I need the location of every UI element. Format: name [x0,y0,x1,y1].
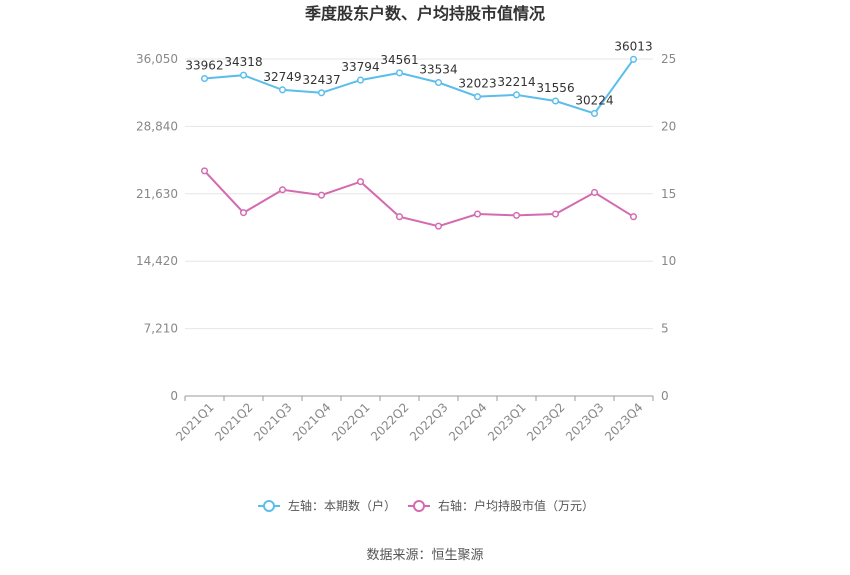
x-axis-tick-label: 2023Q1 [485,400,529,444]
data-label: 34318 [224,55,262,69]
data-label: 34561 [380,53,418,67]
data-point[interactable] [200,167,209,175]
data-point[interactable] [434,78,443,87]
data-point[interactable] [590,188,599,197]
data-label: 33962 [185,59,223,73]
legend-item[interactable]: 左轴：本期数（户） [258,498,396,513]
right-axis-tick-label: 0 [661,389,669,403]
x-axis-tick-label: 2022Q3 [407,400,451,444]
right-axis-tick-label: 25 [661,52,676,66]
legend-label: 左轴：本期数（户） [288,498,396,513]
left-axis-tick-label: 0 [170,389,178,403]
left-axis-tick-label: 28,840 [136,119,178,133]
data-point[interactable] [473,210,482,218]
data-source: 数据来源：恒生聚源 [366,548,483,563]
data-point[interactable] [278,86,287,94]
legend-swatch-marker [413,500,425,512]
data-point[interactable] [356,178,365,186]
data-point[interactable] [551,210,560,218]
data-point[interactable] [317,191,326,199]
chart-title: 季度股东户数、户均持股市值情况 [304,4,545,23]
x-axis-tick-label: 2023Q3 [563,400,607,444]
data-label: 33534 [419,63,457,77]
grid [185,58,653,330]
data-point[interactable] [512,91,521,99]
x-axis-tick-label: 2021Q2 [212,400,256,444]
data-point[interactable] [395,69,404,77]
data-point[interactable] [395,213,404,221]
data-label: 32214 [497,75,535,89]
data-label: 30224 [575,93,613,107]
right-axis-tick-label: 5 [661,322,669,336]
x-axis-tick-label: 2023Q4 [602,400,646,444]
x-axis-tick-label: 2021Q4 [290,400,334,444]
data-label: 31556 [536,81,574,95]
data-point[interactable] [629,55,638,63]
data-label: 36013 [614,39,652,53]
left-axis-tick-label: 21,630 [136,187,178,201]
right-axis-tick-label: 10 [661,254,676,268]
left-axis-tick-label: 14,420 [136,254,178,268]
data-point[interactable] [551,97,560,105]
data-point[interactable] [512,211,521,219]
x-axis-tick-label: 2022Q4 [446,400,490,444]
right-axis-tick-label: 20 [661,119,676,133]
right-axis-tick-label: 15 [661,187,676,201]
left-axis-tick-label: 36,050 [136,52,178,66]
data-point[interactable] [590,109,599,118]
data-point[interactable] [317,89,326,97]
x-axis-tick-label: 2023Q2 [524,400,568,444]
data-label: 33794 [341,60,379,74]
legend-label: 右轴：户均持股市值（万元） [438,498,594,513]
x-axis-tick-label: 2022Q2 [368,400,412,444]
left-axis-tick-label: 7,210 [144,322,178,336]
data-point[interactable] [629,213,638,221]
data-point[interactable] [356,76,365,84]
x-axis-tick-label: 2021Q1 [173,400,217,444]
data-point[interactable] [200,74,209,83]
data-point[interactable] [434,222,443,230]
data-point[interactable] [239,71,248,79]
x-axis-tick-label: 2022Q1 [329,400,373,444]
data-point[interactable] [278,186,287,194]
x-axis-tick-label: 2021Q3 [251,400,295,444]
series-line [203,170,635,228]
data-label: 32749 [263,70,301,84]
series [200,55,638,230]
legend-swatch-marker [263,500,275,512]
data-label: 32023 [458,77,496,91]
legend[interactable]: 左轴：本期数（户） 右轴：户均持股市值（万元） [258,498,594,513]
data-point[interactable] [239,209,248,217]
data-point[interactable] [473,93,482,101]
data-label: 32437 [302,73,340,87]
series-line [204,58,635,115]
legend-item[interactable]: 右轴：户均持股市值（万元） [408,498,594,513]
